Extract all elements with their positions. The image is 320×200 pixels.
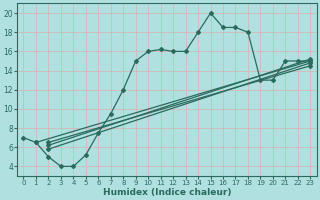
X-axis label: Humidex (Indice chaleur): Humidex (Indice chaleur) (103, 188, 231, 197)
